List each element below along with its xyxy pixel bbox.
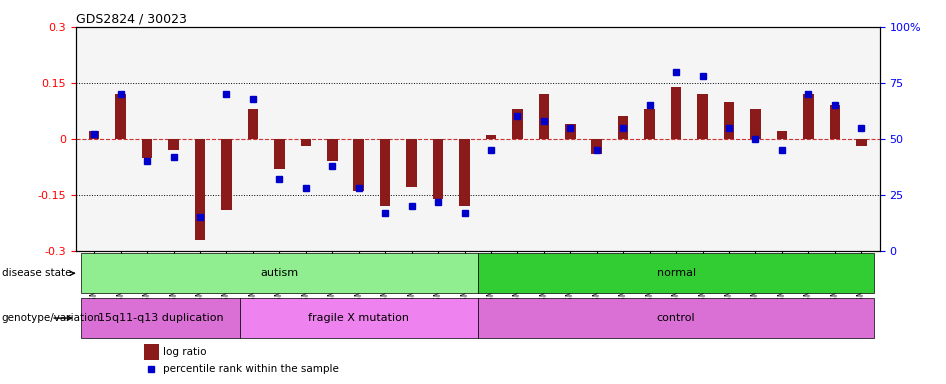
Bar [671,87,681,139]
Bar [512,109,523,139]
Bar [478,253,874,293]
Bar [327,139,338,161]
Text: control: control [657,313,695,323]
Bar [380,139,391,206]
Bar [538,94,549,139]
Bar [803,94,814,139]
Bar [644,109,655,139]
Bar [830,105,840,139]
Bar [591,139,602,154]
Bar [168,139,179,150]
Text: fragile X mutation: fragile X mutation [308,313,410,323]
Bar [239,298,478,338]
Bar [777,131,787,139]
Text: normal: normal [657,268,695,278]
Text: genotype/variation: genotype/variation [2,313,100,323]
Bar [565,124,575,139]
Bar [115,94,126,139]
Bar [81,253,478,293]
Text: GDS2824 / 30023: GDS2824 / 30023 [76,13,186,26]
Bar [301,139,311,146]
Bar [274,139,285,169]
Bar [407,139,417,187]
Text: percentile rank within the sample: percentile rank within the sample [163,364,339,374]
Bar [81,298,239,338]
Bar [248,109,258,139]
Text: autism: autism [260,268,298,278]
Text: disease state: disease state [2,268,75,278]
Bar [89,131,99,139]
Text: 15q11-q13 duplication: 15q11-q13 duplication [97,313,223,323]
Bar [485,135,497,139]
Bar [221,139,232,210]
Bar [432,139,444,199]
Bar [195,139,205,240]
Bar [459,139,470,206]
Bar [478,298,874,338]
Bar [144,344,159,360]
Bar [724,101,734,139]
Bar [750,109,761,139]
Bar [354,139,364,191]
Bar [618,116,628,139]
Bar [697,94,708,139]
Bar [856,139,867,146]
Text: log ratio: log ratio [163,347,206,357]
Bar [142,139,152,157]
